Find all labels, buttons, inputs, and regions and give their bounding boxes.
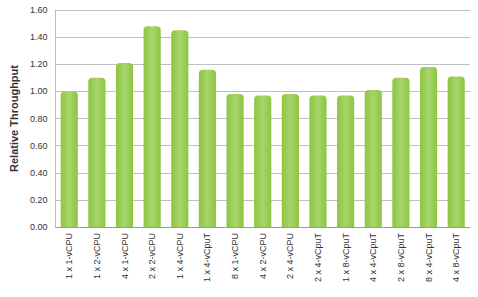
svg-text:0.40: 0.40 — [30, 168, 48, 178]
svg-text:2 x 4-vCpuT: 2 x 4-vCpuT — [313, 233, 323, 283]
svg-text:1.00: 1.00 — [30, 86, 48, 96]
svg-text:Relative Throughput: Relative Throughput — [8, 65, 20, 172]
svg-text:1.40: 1.40 — [30, 32, 48, 42]
svg-text:1 x 4-vCPU: 1 x 4-vCPU — [175, 233, 185, 279]
svg-text:1 x 8-vCpuT: 1 x 8-vCpuT — [341, 233, 351, 283]
svg-text:4 x 4-vCpuT: 4 x 4-vCpuT — [368, 233, 378, 283]
svg-text:2 x 4-vCPU: 2 x 4-vCPU — [285, 233, 295, 279]
svg-text:2 x 8-vCpuT: 2 x 8-vCpuT — [396, 233, 406, 283]
svg-text:1 x 2-vCPU: 1 x 2-vCPU — [92, 233, 102, 279]
svg-text:8 x 4-vCpuT: 8 x 4-vCpuT — [424, 233, 434, 283]
svg-text:4 x 1-vCPU: 4 x 1-vCPU — [120, 233, 130, 279]
svg-text:0.00: 0.00 — [30, 222, 48, 232]
svg-text:1.60: 1.60 — [30, 5, 48, 15]
svg-text:8 x 1-vCPU: 8 x 1-vCPU — [230, 233, 240, 279]
svg-text:4 x 8-vCpuT: 4 x 8-vCpuT — [451, 233, 461, 283]
svg-text:2 x 2-vCPU: 2 x 2-vCPU — [147, 233, 157, 279]
svg-text:0.20: 0.20 — [30, 195, 48, 205]
svg-text:0.80: 0.80 — [30, 114, 48, 124]
svg-text:1.20: 1.20 — [30, 59, 48, 69]
svg-text:0.60: 0.60 — [30, 141, 48, 151]
svg-text:1 x 1-vCPU: 1 x 1-vCPU — [64, 233, 74, 279]
svg-text:1 x 4-vCpuT: 1 x 4-vCpuT — [202, 233, 212, 283]
svg-text:4 x 2-vCPU: 4 x 2-vCPU — [258, 233, 268, 279]
